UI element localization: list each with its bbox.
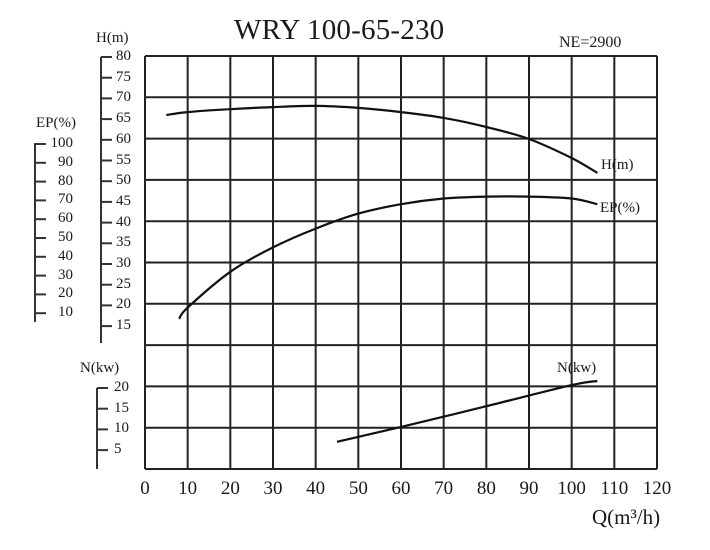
n-tick-label: 15 xyxy=(114,399,129,416)
ep-tick-label: 10 xyxy=(58,304,73,321)
h-tick-label: 50 xyxy=(116,172,131,189)
head-curve xyxy=(166,104,598,174)
h-tick-label: 75 xyxy=(116,68,131,85)
h-tick-label: 40 xyxy=(116,213,131,230)
ep-tick-label: 20 xyxy=(58,285,73,302)
speed-label: NE=2900 xyxy=(559,34,622,51)
ep-tick-label: 50 xyxy=(58,229,73,245)
h-tick-label: 70 xyxy=(116,89,131,106)
efficiency-curve xyxy=(178,195,598,320)
h-tick-label: 30 xyxy=(116,255,131,271)
n-tick-label: 20 xyxy=(114,379,129,395)
x-tick-label: 10 xyxy=(178,478,198,499)
h-tick-label: 20 xyxy=(116,296,131,313)
x-tick-label: 0 xyxy=(140,478,150,499)
n-axis-title: N(kw) xyxy=(80,360,120,376)
x-tick-label: 110 xyxy=(600,478,629,499)
x-tick-label: 120 xyxy=(642,478,672,499)
ep-axis-title: EP(%) xyxy=(36,115,76,131)
x-tick-label: 20 xyxy=(220,478,240,499)
x-tick-label: 40 xyxy=(306,478,326,499)
ep-tick-label: 80 xyxy=(58,172,73,189)
power-curve xyxy=(336,379,598,443)
h-tick-label: 25 xyxy=(116,275,131,292)
chart-grid xyxy=(144,55,658,470)
performance-curves xyxy=(166,104,598,443)
n-tick-label: 5 xyxy=(114,441,122,458)
efficiency-curve-label: EP(%) xyxy=(600,200,640,216)
ep-tick-label: 60 xyxy=(58,210,73,227)
h-tick-label: 60 xyxy=(116,130,131,147)
x-axis-title: Q(m³/h) xyxy=(592,505,661,529)
h-axis-title: H(m) xyxy=(96,30,129,46)
h-tick-label: 15 xyxy=(116,317,131,334)
ep-tick-label: 30 xyxy=(58,266,73,283)
power-curve-label: N(kw) xyxy=(557,360,597,376)
ep-tick-label: 90 xyxy=(58,153,73,170)
h-tick-label: 45 xyxy=(116,192,131,209)
h-tick-label: 35 xyxy=(116,234,131,251)
x-tick-label: 90 xyxy=(519,478,539,499)
n-tick-label: 10 xyxy=(114,420,129,437)
left-axes xyxy=(34,56,112,469)
x-tick-label: 80 xyxy=(476,478,496,499)
x-tick-label: 50 xyxy=(348,478,368,499)
h-tick-label: 65 xyxy=(116,110,131,127)
chart-title: WRY 100-65-230 xyxy=(234,14,445,46)
ep-tick-label: 100 xyxy=(50,135,74,151)
h-tick-label: 80 xyxy=(116,48,131,64)
head-curve-label: H(m) xyxy=(601,157,634,173)
x-tick-label: 60 xyxy=(391,478,411,499)
x-tick-label: 100 xyxy=(557,478,586,499)
x-tick-label: 30 xyxy=(263,478,283,499)
x-tick-label: 70 xyxy=(434,478,454,499)
h-tick-label: 55 xyxy=(116,151,131,168)
ep-tick-label: 40 xyxy=(58,247,73,264)
ep-tick-label: 70 xyxy=(58,191,73,208)
